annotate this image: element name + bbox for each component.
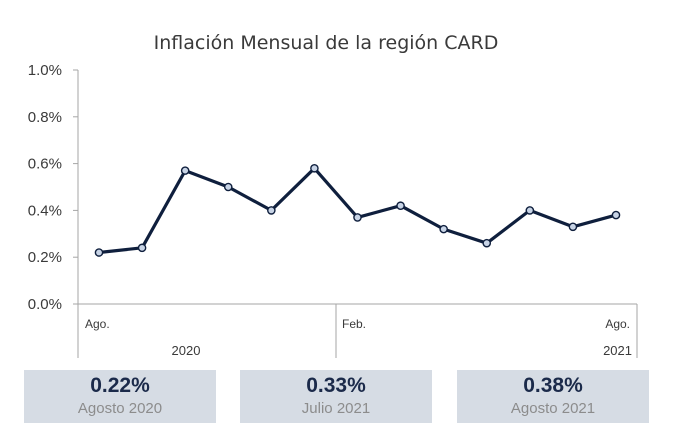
- inflation-chart: Inflación Mensual de la región CARD 0.0%…: [28, 32, 638, 358]
- data-point: [223, 182, 233, 192]
- data-point: [568, 222, 578, 232]
- data-point: [94, 248, 104, 257]
- y-axis: 0.0% 0.2% 0.4% 0.6% 0.8% 1.0%: [28, 62, 79, 313]
- summary-card-label: Agosto 2021: [510, 400, 596, 417]
- data-point: [267, 206, 276, 215]
- series-line-group: [94, 163, 621, 257]
- y-tick-label: 0.6%: [28, 156, 62, 173]
- summary-card-label: Julio 2021: [301, 400, 371, 417]
- y-tick-label: 0.2%: [28, 249, 62, 266]
- chart-title: Inflación Mensual de la región CARD: [154, 32, 499, 54]
- x-year-label: 2020: [172, 343, 201, 358]
- data-point: [137, 243, 147, 253]
- x-year-label: 2021: [603, 343, 632, 358]
- x-tick-label: Ago.: [605, 317, 630, 331]
- data-point: [611, 210, 621, 220]
- series-line: [97, 166, 618, 255]
- data-point: [396, 201, 405, 211]
- y-tick-label: 0.8%: [28, 109, 62, 126]
- x-axis: Ago. Feb. Ago. 2020 2021: [77, 303, 638, 358]
- data-point: [525, 206, 535, 215]
- summary-card-3: 0.38% Agosto 2021: [457, 370, 649, 423]
- summary-card-value: 0.33%: [306, 374, 366, 397]
- data-point: [439, 224, 448, 234]
- x-tick-label: Feb.: [342, 317, 366, 331]
- summary-card-value: 0.38%: [523, 374, 583, 397]
- y-tick-label: 0.0%: [28, 296, 62, 313]
- data-point: [180, 166, 190, 175]
- data-point: [310, 163, 319, 173]
- summary-card-2: 0.33% Julio 2021: [240, 370, 432, 423]
- x-tick-label: Ago.: [85, 317, 110, 331]
- summary-card-1: 0.22% Agosto 2020: [24, 370, 216, 423]
- data-point: [482, 238, 492, 248]
- summary-card-value: 0.22%: [90, 374, 150, 397]
- summary-card-label: Agosto 2020: [77, 400, 163, 417]
- y-tick-label: 1.0%: [28, 62, 62, 79]
- y-tick-label: 0.4%: [28, 202, 62, 219]
- data-point: [353, 213, 362, 222]
